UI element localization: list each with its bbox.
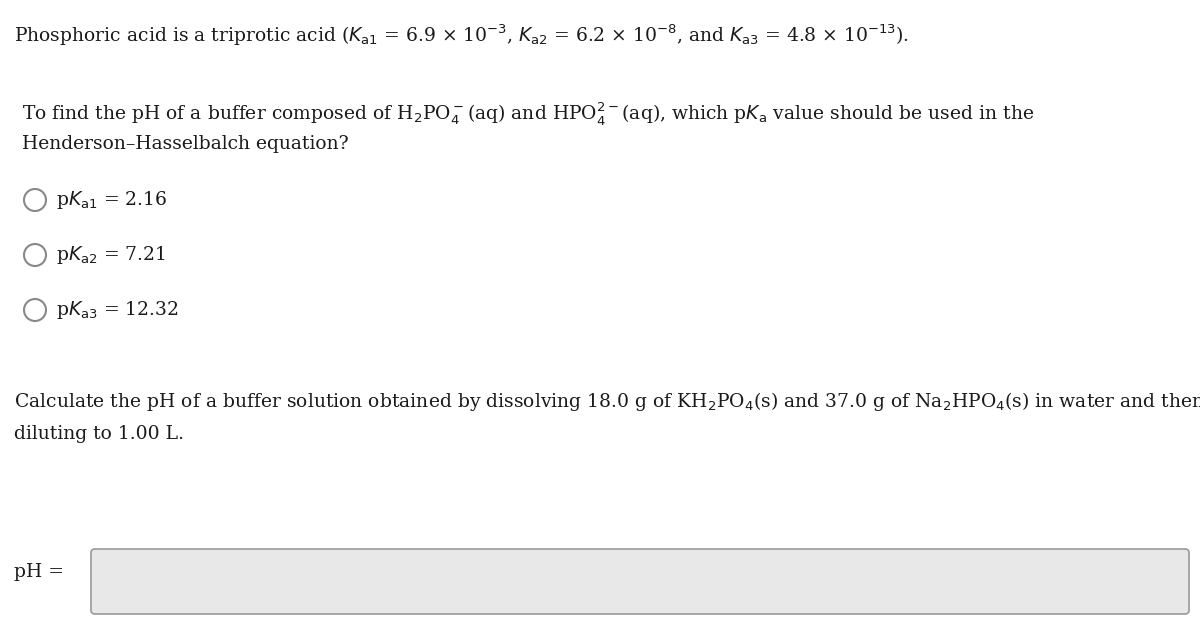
Text: Calculate the pH of a buffer solution obtained by dissolving 18.0 g of KH$_2$PO$: Calculate the pH of a buffer solution ob… xyxy=(14,390,1200,413)
FancyBboxPatch shape xyxy=(91,549,1189,614)
Text: p$K_{\mathrm{a1}}$ = 2.16: p$K_{\mathrm{a1}}$ = 2.16 xyxy=(56,189,168,211)
Text: p$K_{\mathrm{a3}}$ = 12.32: p$K_{\mathrm{a3}}$ = 12.32 xyxy=(56,299,179,321)
Text: To find the pH of a buffer composed of H$_2$PO$_4^-$(aq) and HPO$_4^{2-}$(aq), w: To find the pH of a buffer composed of H… xyxy=(22,100,1034,127)
Text: p$K_{\mathrm{a2}}$ = 7.21: p$K_{\mathrm{a2}}$ = 7.21 xyxy=(56,244,166,266)
Text: diluting to 1.00 L.: diluting to 1.00 L. xyxy=(14,425,184,443)
Text: Phosphoric acid is a triprotic acid ($K_{\mathrm{a1}}$ = 6.9 × 10$^{-3}$, $K_{\m: Phosphoric acid is a triprotic acid ($K_… xyxy=(14,22,908,48)
Text: pH =: pH = xyxy=(14,563,64,581)
Text: Henderson–Hasselbalch equation?: Henderson–Hasselbalch equation? xyxy=(22,135,349,153)
